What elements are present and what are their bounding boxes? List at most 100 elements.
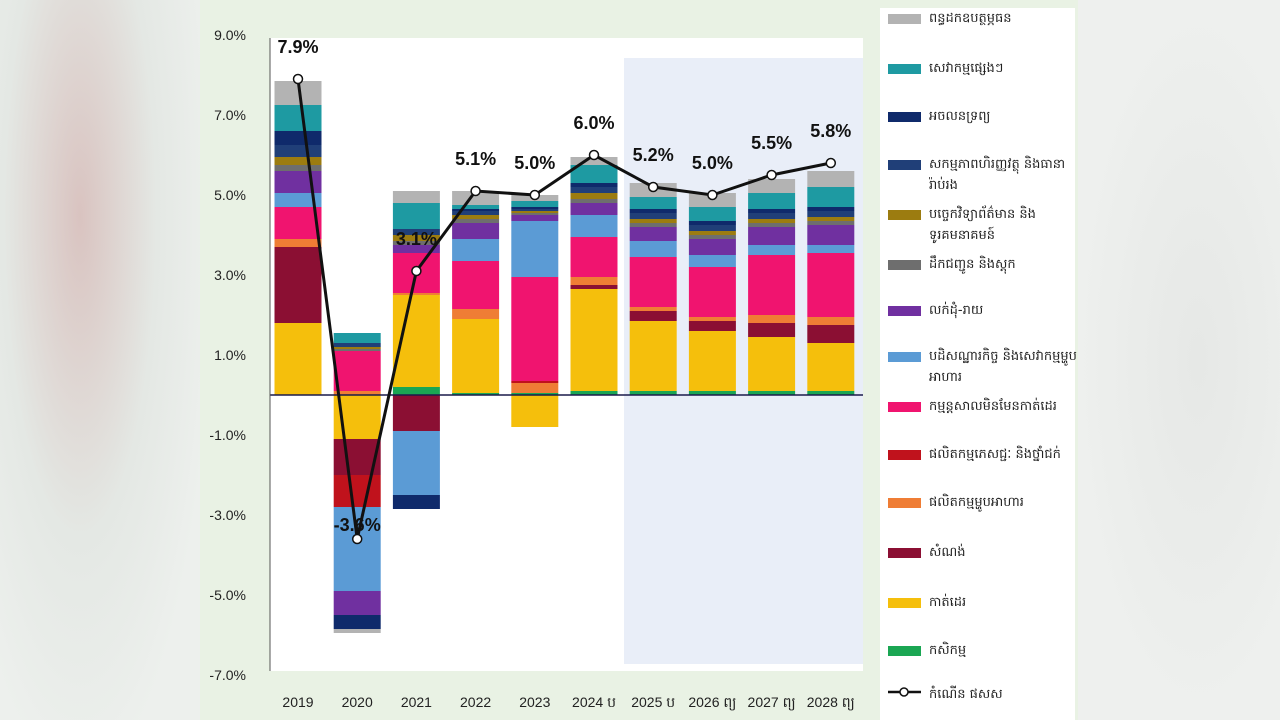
bar-segment-6-4 — [511, 221, 559, 277]
bar-segment-9-3 — [452, 215, 500, 219]
growth-data-label: 5.5% — [751, 133, 792, 153]
bar-segment-10-5 — [570, 187, 618, 193]
bar-segment-11-8 — [748, 209, 796, 213]
bar-segment-13-3 — [452, 191, 500, 205]
growth-point — [766, 169, 777, 181]
bar-segment-10-9 — [807, 211, 855, 217]
bar-segment-9-4 — [511, 211, 559, 213]
bar-segment-5-3 — [452, 261, 500, 309]
legend-label: សំណង់ — [929, 545, 966, 560]
bar-segment-7-4 — [511, 215, 559, 221]
bar-segment-8-7 — [688, 235, 736, 239]
bar-segment-5-1 — [333, 351, 381, 391]
legend-item: កសិកម្ម — [880, 640, 1079, 661]
legend-item-line: កំណើន ផសស — [880, 684, 1079, 705]
bar-segment-4-1 — [333, 475, 381, 507]
y-tick-label: -7.0% — [209, 667, 246, 683]
y-tick-label: 5.0% — [214, 187, 246, 203]
blurred-background-right — [1075, 0, 1280, 720]
growth-data-label: 5.0% — [692, 153, 733, 173]
legend-swatch — [888, 14, 921, 24]
bar-segment-12-5 — [570, 165, 618, 183]
growth-point — [529, 189, 541, 201]
bar-segment-2-6 — [629, 311, 677, 321]
bar-segment-3-4 — [511, 383, 559, 393]
bar-segment-0-5 — [570, 391, 618, 395]
growth-data-label: 5.8% — [810, 121, 851, 141]
growth-point — [292, 73, 304, 85]
bar-segment-3-7 — [688, 317, 736, 321]
legend-label: បច្ចេកវិទ្យាព័ត៌មាន និងទូរគមនាគមន៍ — [929, 207, 1036, 243]
y-tick-label: 7.0% — [214, 107, 246, 123]
bar-segment-7-1 — [333, 591, 381, 615]
bar-segment-5-7 — [688, 267, 736, 317]
bar-segment-11-3 — [452, 209, 500, 211]
growth-data-label: -3.6% — [334, 515, 381, 535]
growth-data-label: 5.2% — [633, 145, 674, 165]
bar-segment-5-9 — [807, 253, 855, 317]
bar-segment-11-6 — [629, 209, 677, 213]
bar-segment-8-4 — [511, 213, 559, 215]
bar-segment-12-3 — [452, 205, 500, 209]
y-ticks-group: 9.0% 7.0% 5.0% 3.0% 1.0% -1.0% -3.0% -5.0% -7.0% — [209, 27, 246, 683]
y-tick-label: -1.0% — [209, 427, 246, 443]
bar-segment-6-2 — [392, 431, 440, 495]
bar-segment-7-3 — [452, 223, 500, 239]
legend-item: លក់ដុំ-រាយ — [880, 300, 1079, 321]
bar-segment-12-2 — [392, 203, 440, 229]
bar-segment-0-2 — [392, 387, 440, 395]
bar-segment-10-4 — [511, 209, 559, 211]
bar-segment-1-6 — [629, 321, 677, 391]
legend-label: ពន្ធដកឧបត្ថម្ភធន — [929, 11, 1012, 26]
bar-segment-1-3 — [452, 319, 500, 393]
legend-item: បច្ចេកវិទ្យាព័ត៌មាន និងទូរគមនាគមន៍ — [880, 204, 1079, 246]
x-tick-label: 2020 — [342, 694, 373, 710]
legend-swatch — [888, 64, 921, 74]
bars-group — [274, 81, 855, 633]
bar-segment-6-1 — [333, 507, 381, 591]
bar-segment-6-3 — [452, 239, 500, 261]
bar-segment-3-1 — [333, 391, 381, 395]
bar-segment-8-3 — [452, 219, 500, 223]
bar-segment-6-0 — [274, 193, 322, 207]
y-tick-label: -5.0% — [209, 587, 246, 603]
bar-segment-1-0 — [274, 323, 322, 395]
growth-point — [825, 157, 837, 169]
bar-segment-9-0 — [274, 157, 322, 165]
bar-segment-10-7 — [688, 225, 736, 231]
bar-segment-10-2 — [392, 229, 440, 235]
bar-segment-11-4 — [511, 207, 559, 209]
bar-segment-7-9 — [807, 225, 855, 245]
bar-segment-2-0 — [274, 247, 322, 323]
growth-line — [296, 78, 832, 540]
bar-segment-8-1 — [333, 349, 381, 351]
bar-segment-11-2 — [392, 495, 440, 509]
x-tick-label: 2027 ព្យ — [748, 694, 796, 711]
bar-segment-1-9 — [807, 343, 855, 391]
bar-segment-8-8 — [748, 223, 796, 227]
legend-label: ដឹកជញ្ជូន និងស្តុក — [929, 257, 1016, 272]
legend-label: កសិកម្ម — [929, 643, 967, 658]
legend-item: សេវាកម្មផ្សេងៗ — [880, 58, 1079, 79]
bar-segment-3-0 — [274, 239, 322, 247]
bar-segment-11-7 — [688, 221, 736, 225]
x-tick-label: 2025 ប — [631, 694, 675, 710]
bar-segment-1-7 — [688, 331, 736, 391]
bar-segment-7-5 — [570, 203, 618, 215]
bar-segment-8-0 — [274, 165, 322, 171]
legend-label: អចលនទ្រព្យ — [929, 109, 991, 124]
x-tick-label: 2022 — [460, 694, 491, 710]
growth-data-label: 5.1% — [455, 149, 496, 169]
bar-segment-12-9 — [807, 187, 855, 207]
bar-segment-10-3 — [452, 211, 500, 215]
legend-swatch — [888, 498, 921, 508]
x-tick-label: 2026 ព្យ — [688, 694, 736, 711]
legend-swatch — [888, 450, 921, 460]
bar-segment-7-0 — [274, 171, 322, 193]
growth-data-label: 6.0% — [573, 113, 614, 133]
bar-segment-5-6 — [629, 257, 677, 307]
bar-segment-12-0 — [274, 105, 322, 131]
bar-segment-0-7 — [688, 391, 736, 395]
legend-label: កាត់ដេរ — [929, 595, 967, 610]
bar-segment-9-7 — [688, 231, 736, 235]
